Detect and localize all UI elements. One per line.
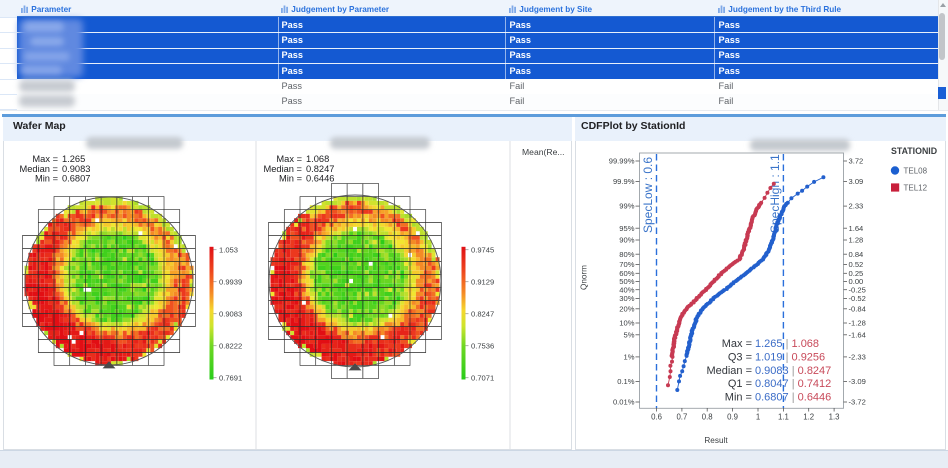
svg-text:0.6446: 0.6446 [306,174,334,184]
svg-text:Min =: Min = [279,174,302,184]
svg-text:1.2: 1.2 [803,413,814,422]
svg-text:2.33: 2.33 [849,202,864,211]
svg-text:5%: 5% [624,330,635,339]
svg-text:1.64: 1.64 [849,224,864,233]
svg-text:0.6807 | 0.6446: 0.6807 | 0.6446 [755,392,831,404]
svg-text:0.7: 0.7 [676,413,687,422]
svg-text:-3.72: -3.72 [849,398,866,407]
svg-text:Q3 =: Q3 = [728,351,752,363]
svg-text:0.84: 0.84 [849,250,864,259]
svg-text:Median =: Median = [263,164,302,174]
svg-text:0.9083: 0.9083 [219,309,242,318]
svg-text:0.52: 0.52 [849,260,864,269]
svg-text:Max =: Max = [32,154,58,164]
svg-text:1.068: 1.068 [306,154,329,164]
svg-text:0.9083: 0.9083 [62,164,90,174]
svg-text:-2.33: -2.33 [849,353,866,362]
svg-text:0.6: 0.6 [651,413,662,422]
svg-text:0.8247: 0.8247 [471,309,494,318]
svg-text:50%: 50% [619,277,634,286]
svg-text:1.1: 1.1 [778,413,789,422]
svg-text:70%: 70% [619,260,634,269]
svg-text:0.8247: 0.8247 [306,164,334,174]
svg-text:0.8047 | 0.7412: 0.8047 | 0.7412 [755,378,831,390]
svg-text:-0.84: -0.84 [849,304,866,313]
svg-text:0.9083 | 0.8247: 0.9083 | 0.8247 [755,365,831,377]
svg-text:-1.64: -1.64 [849,330,866,339]
svg-text:-3.09: -3.09 [849,377,866,386]
svg-text:1%: 1% [624,353,635,362]
svg-text:TEL12: TEL12 [904,184,928,193]
svg-text:1.3: 1.3 [829,413,840,422]
svg-text:3.09: 3.09 [849,177,864,186]
svg-text:0.7071: 0.7071 [471,373,494,382]
svg-text:0.9: 0.9 [727,413,738,422]
svg-text:1.265: 1.265 [62,154,85,164]
svg-text:Min =: Min = [35,174,58,184]
svg-text:-1.28: -1.28 [849,319,866,328]
svg-text:0.6807: 0.6807 [62,174,90,184]
svg-text:TEL08: TEL08 [904,167,928,176]
svg-text:99%: 99% [619,202,634,211]
svg-text:0.8: 0.8 [702,413,713,422]
svg-text:0.1%: 0.1% [617,377,635,386]
svg-text:0.25: 0.25 [849,269,864,278]
svg-text:1: 1 [756,413,760,422]
svg-text:Mean(Re...: Mean(Re... [522,147,565,157]
svg-text:99.9%: 99.9% [613,177,635,186]
svg-text:1.019 | 0.9256: 1.019 | 0.9256 [755,351,825,363]
svg-text:0.7536: 0.7536 [471,341,494,350]
svg-text:Qnorm: Qnorm [580,265,589,290]
svg-text:10%: 10% [619,319,634,328]
svg-text:0.9129: 0.9129 [471,277,494,286]
svg-text:95%: 95% [619,224,634,233]
svg-text:20%: 20% [619,304,634,313]
svg-text:Max =: Max = [276,154,302,164]
svg-text:Median =: Median = [19,164,58,174]
svg-text:0.8222: 0.8222 [219,341,242,350]
svg-text:3.72: 3.72 [849,157,864,166]
svg-text:0.01%: 0.01% [613,398,635,407]
svg-text:1.28: 1.28 [849,236,864,245]
svg-text:30%: 30% [619,294,634,303]
svg-text:0.9939: 0.9939 [219,277,242,286]
svg-text:-0.25: -0.25 [849,285,866,294]
svg-text:SpecLow : 0.6: SpecLow : 0.6 [641,157,655,233]
svg-text:0.9745: 0.9745 [471,245,494,254]
svg-text:Result: Result [704,436,728,445]
svg-text:1.265 | 1.068: 1.265 | 1.068 [755,338,819,350]
svg-text:STATIONID: STATIONID [891,146,937,156]
svg-text:80%: 80% [619,250,634,259]
svg-text:1.053: 1.053 [219,245,238,254]
svg-text:0.7691: 0.7691 [219,373,242,382]
svg-text:Max =: Max = [722,338,752,350]
svg-text:99.99%: 99.99% [609,157,635,166]
svg-text:Q1 =: Q1 = [728,378,752,390]
svg-text:SpecHigh : 1.1: SpecHigh : 1.1 [768,154,782,233]
svg-text:-0.52: -0.52 [849,294,866,303]
svg-text:90%: 90% [619,236,634,245]
svg-text:Min =: Min = [725,392,752,404]
svg-text:0.00: 0.00 [849,277,864,286]
svg-text:40%: 40% [619,285,634,294]
svg-text:Median =: Median = [706,365,752,377]
svg-text:60%: 60% [619,269,634,278]
